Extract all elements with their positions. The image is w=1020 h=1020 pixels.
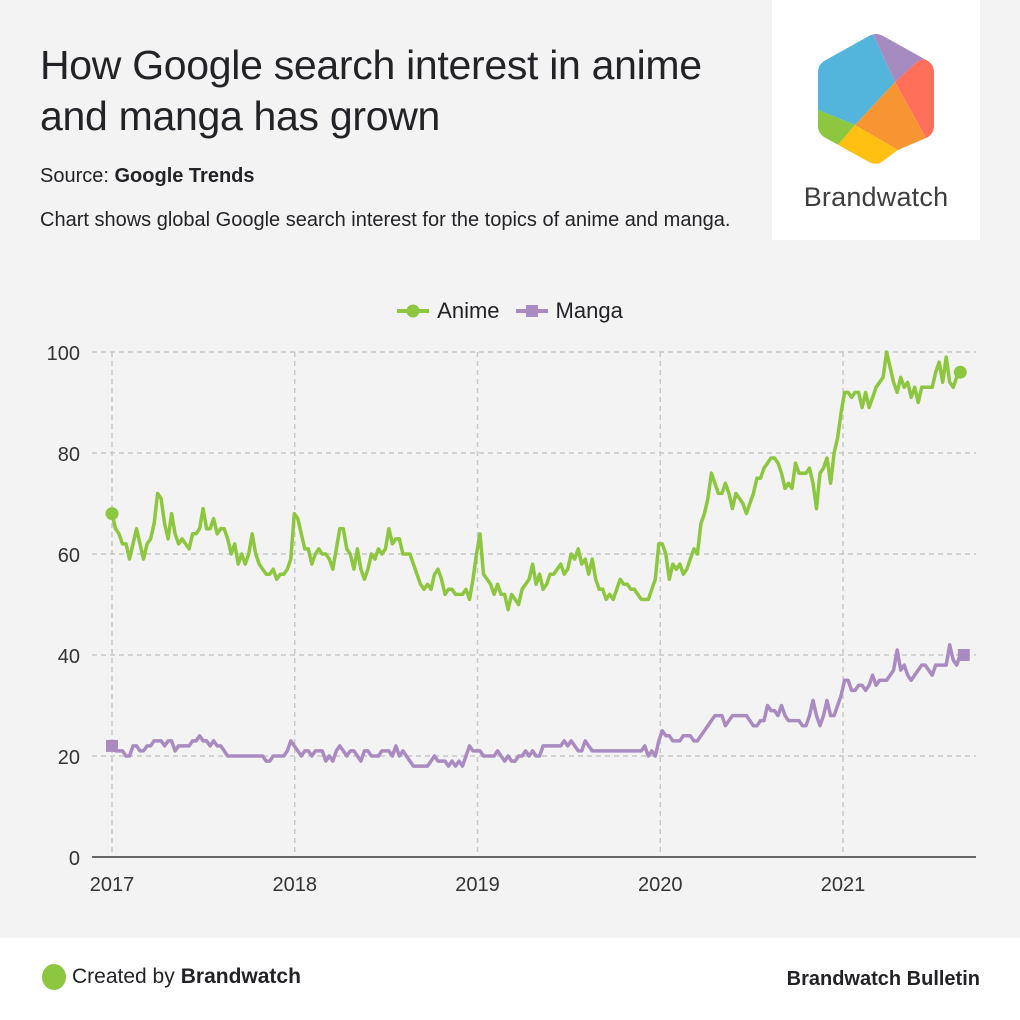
brandwatch-logo: Brandwatch	[772, 0, 980, 240]
x-tick-label: 2019	[455, 874, 500, 896]
logo-segment-orange	[855, 82, 926, 150]
x-tick-label: 2017	[90, 874, 135, 896]
data-point-manga-end	[957, 649, 970, 661]
chart-description: Chart shows global Google search interes…	[40, 209, 731, 231]
series-line-anime	[110, 350, 962, 612]
legend-manga-marker-icon	[515, 305, 548, 317]
data-point-anime-end	[953, 365, 967, 379]
legend-manga-label: Manga	[555, 298, 623, 323]
logo-segment-green	[818, 109, 855, 147]
data-point-anime-start	[105, 507, 119, 521]
data-point-manga-start	[106, 739, 118, 752]
legend-item-anime[interactable]: Anime	[397, 298, 500, 324]
source-name: Google Trends	[114, 165, 255, 187]
x-tick-label: 2021	[821, 874, 866, 896]
series-line-manga	[110, 643, 966, 768]
legend-item-manga[interactable]: Manga	[515, 298, 623, 324]
hexagon-logo-icon	[818, 34, 934, 164]
x-tick-label: 2020	[638, 874, 683, 896]
y-tick-label: 60	[58, 545, 80, 567]
y-tick-label: 80	[58, 444, 80, 466]
y-tick-label: 20	[58, 747, 80, 769]
legend-anime-marker-icon	[397, 304, 430, 318]
page-title: How Google search interest in anime and …	[40, 42, 702, 139]
footer: Created by Brandwatch Brandwatch Bulleti…	[0, 938, 1020, 1020]
legend-anime-label: Anime	[437, 298, 500, 323]
y-tick-label: 100	[47, 343, 80, 365]
logo-segment-blue	[818, 34, 895, 125]
logo-wordmark: Brandwatch	[803, 182, 949, 212]
chart-legend: Anime Manga	[0, 298, 1020, 324]
created-by-brand: Brandwatch	[180, 965, 301, 988]
logo-segment-red	[895, 56, 934, 142]
x-tick-label: 2018	[273, 874, 318, 896]
y-tick-label: 0	[69, 848, 80, 870]
brandwatch-dot-icon	[42, 964, 66, 990]
logo-segment-yellow	[836, 125, 898, 164]
created-by-prefix: Created by	[72, 965, 175, 988]
line-chart: 0 20 40 60 80 100 2017 2018 2019 2020 2021	[47, 343, 976, 896]
source-line: Source: Google Trends	[40, 165, 255, 188]
source-label: Source:	[40, 165, 115, 187]
publication-name: Brandwatch Bulletin	[786, 968, 980, 990]
created-by: Created by Brandwatch	[42, 964, 301, 990]
y-tick-label: 40	[58, 646, 80, 668]
